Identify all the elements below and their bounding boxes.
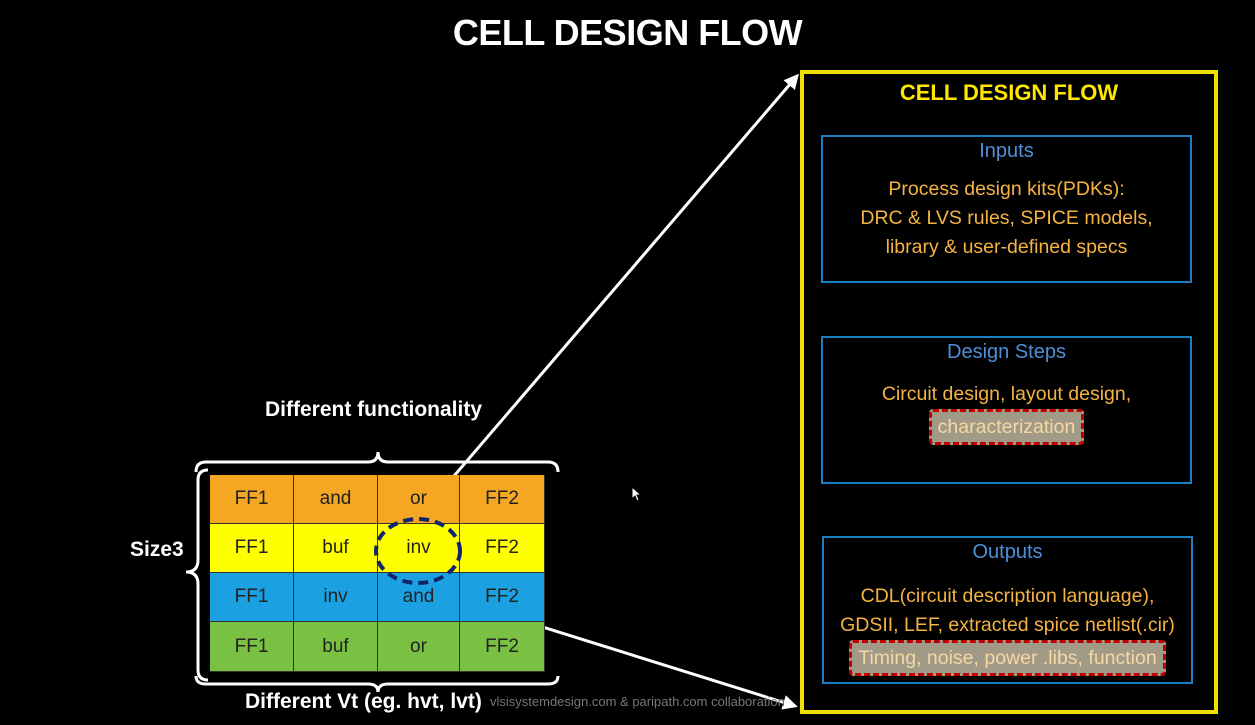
outputs-box: Outputs CDL(circuit description language… <box>822 536 1193 684</box>
inputs-line: Process design kits(PDKs): <box>888 178 1125 200</box>
design-steps-text: Circuit design, layout design, character… <box>823 380 1190 445</box>
grid-cell: FF1 <box>210 622 294 672</box>
design-steps-box: Design Steps Circuit design, layout desi… <box>821 336 1192 484</box>
inputs-box: Inputs Process design kits(PDKs): DRC & … <box>821 135 1192 283</box>
grid-cell: or <box>378 622 460 672</box>
design-steps-line: Circuit design, layout design, <box>881 383 1132 405</box>
watermark: vlsisystemdesign.com & paripath.com coll… <box>490 694 785 709</box>
inputs-title: Inputs <box>979 140 1034 162</box>
flow-title: CELL DESIGN FLOW <box>899 80 1119 105</box>
grid-cell: FF2 <box>460 622 545 672</box>
grid-cell: FF1 <box>210 573 294 622</box>
inputs-text: Process design kits(PDKs): DRC & LVS rul… <box>823 175 1190 262</box>
outputs-line: CDL(circuit description language), <box>860 585 1155 607</box>
design-steps-title: Design Steps <box>947 341 1066 363</box>
grid-cell: inv <box>294 573 378 622</box>
grid-cell: FF2 <box>460 573 545 622</box>
bottom-brace <box>194 675 560 693</box>
grid-cell: FF2 <box>460 475 545 524</box>
inv-highlight-ellipse <box>374 517 462 585</box>
grid-cell: FF2 <box>460 524 545 573</box>
grid-cell: buf <box>294 622 378 672</box>
inputs-line: library & user-defined specs <box>885 236 1128 258</box>
top-brace <box>194 451 560 473</box>
functionality-label: Different functionality <box>265 398 483 421</box>
grid-cell: or <box>378 475 460 524</box>
grid-cell: and <box>294 475 378 524</box>
arrow-to-flow-top <box>416 73 799 519</box>
vt-label: Different Vt (eg. hvt, lvt) <box>245 690 482 713</box>
grid-cell-inv: inv <box>378 524 460 573</box>
left-brace <box>185 468 209 682</box>
outputs-line: GDSII, LEF, extracted spice netlist(.cir… <box>840 614 1175 636</box>
outputs-title: Outputs <box>972 541 1043 563</box>
inputs-line: DRC & LVS rules, SPICE models, <box>860 207 1153 229</box>
grid-cell: FF1 <box>210 475 294 524</box>
cell-library-grid: FF1 and or FF2 FF1 buf inv FF2 FF1 inv a… <box>210 475 545 672</box>
characterization-highlight: characterization <box>928 409 1085 445</box>
grid-cell: buf <box>294 524 378 573</box>
page-title: CELL DESIGN FLOW <box>452 12 803 53</box>
cell-design-flow-frame <box>800 70 1218 714</box>
grid-cell: and <box>378 573 460 622</box>
outputs-text: CDL(circuit description language), GDSII… <box>824 582 1191 676</box>
size-label: Size3 <box>130 538 184 561</box>
timing-libs-highlight: Timing, noise, power .libs, function <box>849 640 1166 676</box>
grid-cell: FF1 <box>210 524 294 573</box>
cursor-icon <box>631 486 643 502</box>
